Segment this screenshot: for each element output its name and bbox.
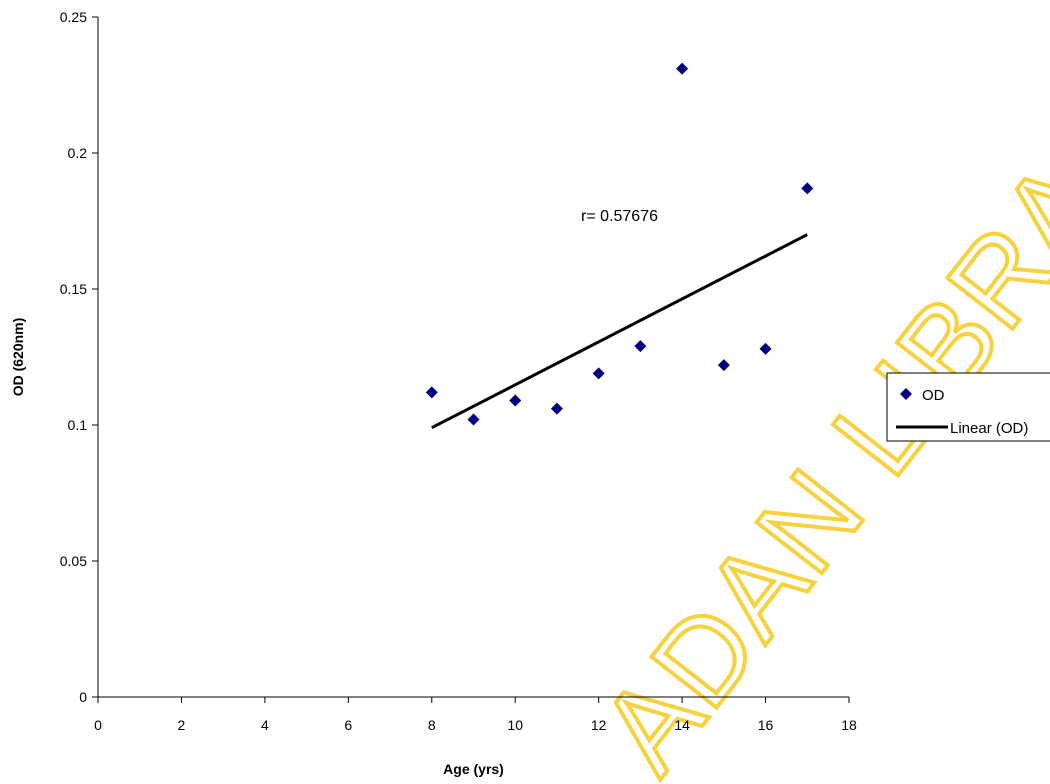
data-point	[801, 182, 814, 195]
y-tick-label: 0.1	[68, 417, 88, 433]
y-tick-label: 0.05	[60, 553, 87, 569]
data-point	[509, 394, 522, 407]
data-point	[634, 340, 647, 353]
legend-marker-od	[900, 388, 912, 400]
legend-label-linear: Linear (OD)	[950, 420, 1028, 437]
legend: OD Linear (OD)	[886, 372, 1050, 442]
legend-box	[886, 372, 1050, 442]
x-tick-label: 18	[841, 717, 857, 733]
data-point	[676, 62, 689, 75]
data-point	[717, 359, 730, 372]
y-tick-label: 0.2	[68, 145, 88, 161]
data-point	[425, 386, 438, 399]
trendline-segment	[431, 233, 808, 430]
data-point	[467, 413, 480, 426]
x-tick-label: 8	[428, 717, 436, 733]
x-tick-label: 16	[758, 717, 774, 733]
data-point	[550, 402, 563, 415]
x-axis-ticks: 0 2 4 6 8 10 12 14 16 18	[94, 697, 857, 733]
x-axis-title: Age (yrs)	[443, 761, 504, 777]
y-tick-label: 0.15	[60, 281, 87, 297]
x-tick-label: 0	[94, 717, 102, 733]
x-tick-label: 12	[591, 717, 607, 733]
x-tick-label: 6	[344, 717, 352, 733]
y-tick-label: 0	[79, 689, 87, 705]
correlation-annotation: r= 0.57676	[581, 208, 658, 225]
y-axis-title: OD (620nm)	[10, 318, 26, 397]
x-tick-label: 4	[261, 717, 269, 733]
x-tick-label: 10	[507, 717, 523, 733]
legend-label-od: OD	[922, 387, 945, 404]
x-tick-label: 14	[674, 717, 690, 733]
axes	[97, 17, 849, 698]
trendline	[431, 233, 808, 430]
data-point	[592, 367, 605, 380]
y-tick-label: 0.25	[60, 9, 87, 25]
y-axis-ticks: 0 0.05 0.1 0.15 0.2 0.25	[60, 9, 98, 705]
data-points	[425, 62, 814, 426]
data-point	[759, 342, 772, 355]
x-tick-label: 2	[178, 717, 186, 733]
